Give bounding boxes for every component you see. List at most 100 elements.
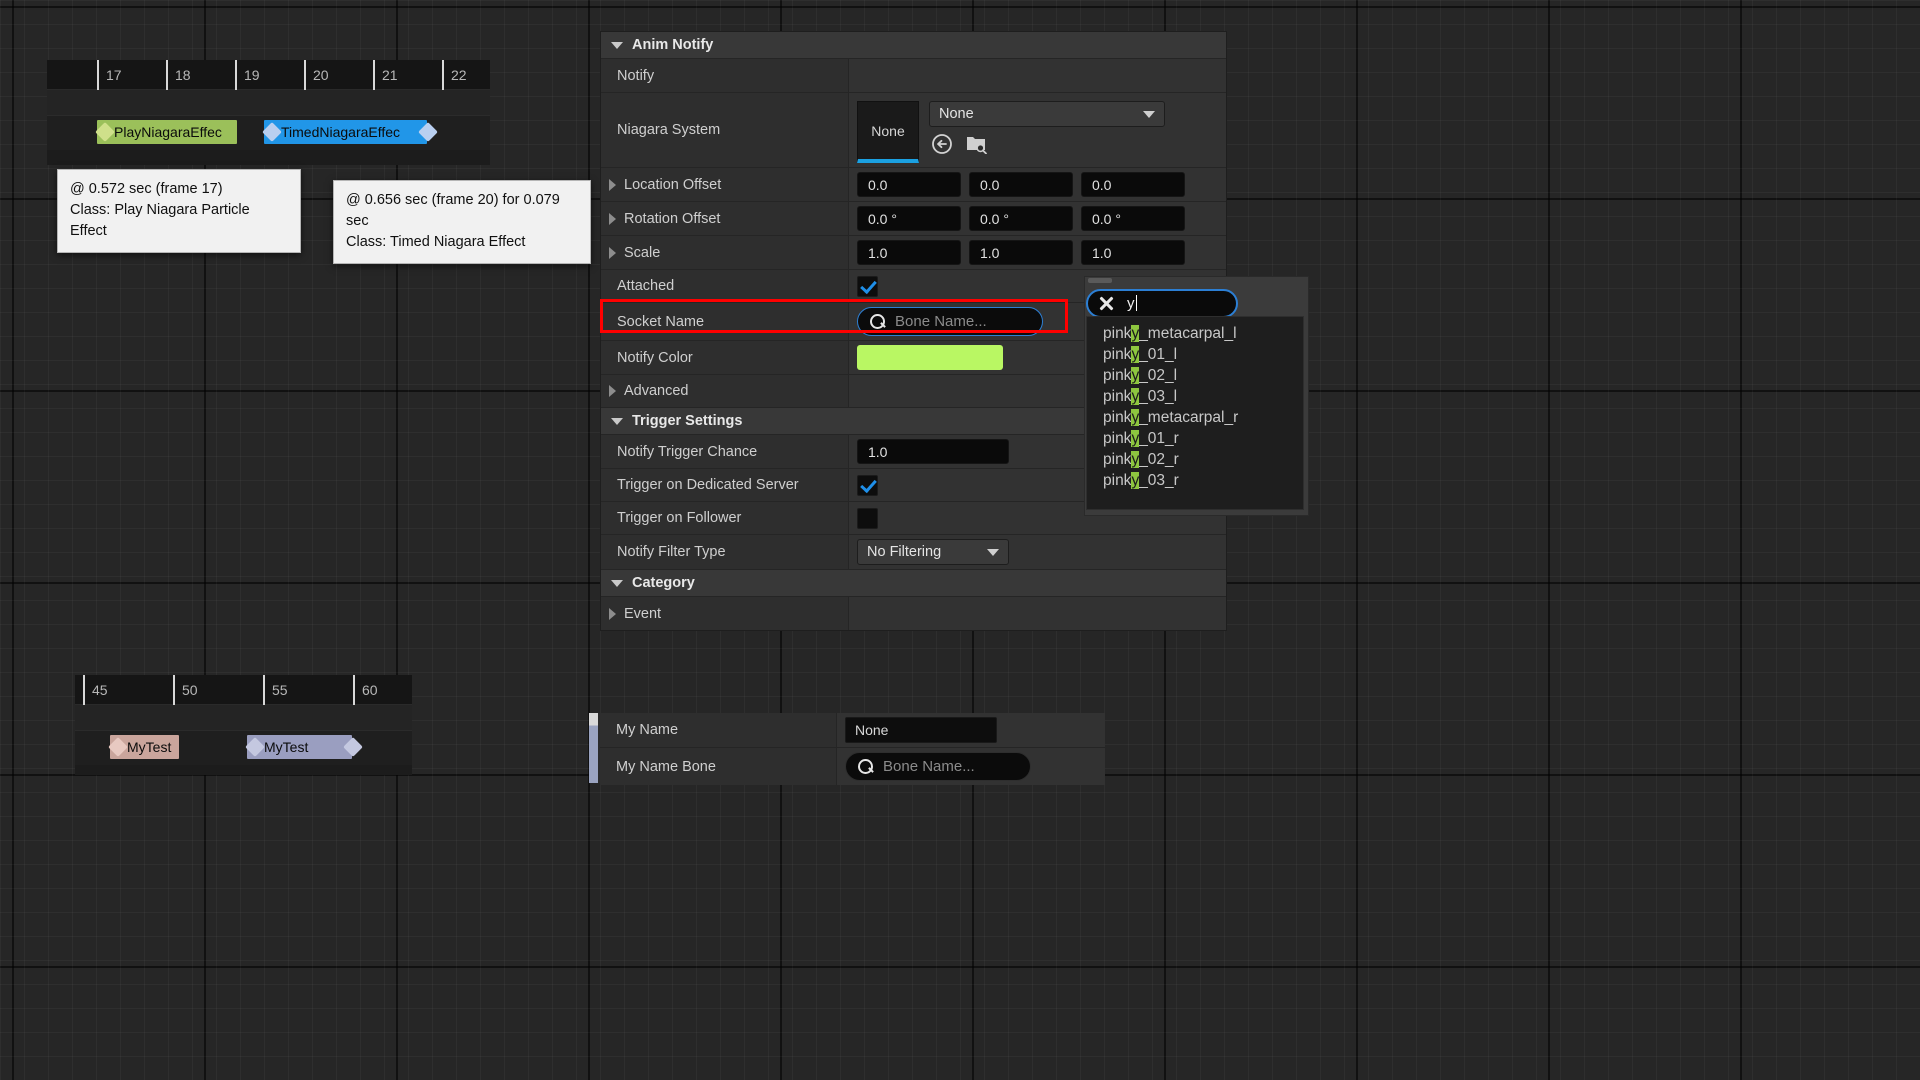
asset-picker-combo[interactable]: None [929, 101, 1165, 127]
vector-x-input[interactable]: 0.0 [857, 172, 961, 197]
autocomplete-item[interactable]: pinky_03_l [1087, 386, 1303, 407]
property-label-container[interactable]: Advanced [601, 375, 849, 407]
item-suffix: _metacarpal_r [1139, 409, 1239, 426]
property-value[interactable]: None [837, 713, 1105, 747]
property-row-location-offset[interactable]: Location Offset 0.0 0.0 0.0 [601, 168, 1226, 202]
timeline-ruler-bottom[interactable]: 45 50 55 60 [75, 675, 412, 705]
property-row-my-name[interactable]: My Name None [600, 713, 1105, 748]
chevron-down-icon[interactable] [987, 548, 999, 556]
property-label: Notify Trigger Chance [601, 435, 849, 468]
asset-thumbnail[interactable]: None [857, 101, 919, 163]
clear-search-icon[interactable] [1098, 295, 1115, 312]
chevron-down-icon[interactable] [611, 579, 623, 587]
property-value[interactable]: 0.0 0.0 0.0 [849, 168, 1226, 201]
autocomplete-item[interactable]: pinky_03_r [1087, 470, 1303, 491]
bone-name-search-input[interactable]: y [1086, 289, 1238, 318]
autocomplete-item[interactable]: pinky_metacarpal_l [1087, 323, 1303, 344]
property-value[interactable] [849, 597, 1226, 630]
notify-label: PlayNiagaraEffec [114, 124, 222, 140]
item-prefix: pink [1103, 451, 1132, 468]
category-header-category[interactable]: Category [601, 570, 1226, 597]
chevron-right-icon[interactable] [609, 246, 616, 259]
property-value[interactable]: 0.0 ° 0.0 ° 0.0 ° [849, 202, 1226, 235]
notify-trigger-chance-input[interactable]: 1.0 [857, 439, 1009, 464]
anim-notify-timeline-bottom[interactable]: 45 50 55 60 MyTest MyTest [75, 675, 412, 775]
attached-checkbox[interactable] [857, 275, 878, 297]
property-value[interactable]: 1.0 1.0 1.0 [849, 236, 1226, 269]
autocomplete-item[interactable]: pinky_01_l [1087, 344, 1303, 365]
notify-color-swatch[interactable] [857, 345, 1003, 370]
timeline-notify-lane-top[interactable]: PlayNiagaraEffec TimedNiagaraEffec [47, 116, 490, 150]
notify-diamond-icon[interactable] [262, 122, 282, 142]
notify-marker[interactable]: MyTest [245, 735, 363, 759]
property-row-notify-filter-type[interactable]: Notify Filter Type No Filtering [601, 535, 1226, 570]
timeline-lane-empty-bottom[interactable] [75, 705, 412, 731]
rotator-yaw-input[interactable]: 0.0 ° [1081, 206, 1185, 231]
trigger-on-follower-checkbox[interactable] [857, 507, 878, 529]
chevron-down-icon[interactable] [1143, 110, 1155, 118]
notify-diamond-icon[interactable] [245, 737, 265, 757]
item-suffix: _03_r [1139, 472, 1179, 489]
use-selected-asset-icon[interactable] [931, 133, 953, 155]
property-row-notify[interactable]: Notify [601, 59, 1226, 93]
scale-z-input[interactable]: 1.0 [1081, 240, 1185, 265]
chevron-right-icon[interactable] [609, 178, 616, 191]
property-row-rotation-offset[interactable]: Rotation Offset 0.0 ° 0.0 ° 0.0 ° [601, 202, 1226, 236]
notify-end-diamond-icon[interactable] [418, 122, 438, 142]
notify-tooltip: @ 0.656 sec (frame 20) for 0.079 sec Clas… [333, 180, 591, 264]
anim-notify-timeline-top[interactable]: 17 18 19 20 21 22 PlayNiagaraEffec TimedNiagar… [47, 60, 490, 165]
property-row-event[interactable]: Event [601, 597, 1226, 630]
chevron-down-icon[interactable] [611, 41, 623, 49]
tooltip-time: @ 0.572 sec (frame 17) [70, 181, 223, 197]
category-header-anim-notify[interactable]: Anim Notify [601, 32, 1226, 59]
timeline-notify-lane-bottom[interactable]: MyTest MyTest [75, 731, 412, 765]
timeline-lane-empty-top[interactable] [47, 90, 490, 116]
notify-label: TimedNiagaraEffec [281, 124, 401, 140]
notify-diamond-icon[interactable] [95, 122, 115, 142]
socket-name-input[interactable]: Bone Name... [857, 307, 1043, 336]
my-name-bone-input[interactable]: Bone Name... [845, 752, 1031, 781]
property-row-scale[interactable]: Scale 1.0 1.0 1.0 [601, 236, 1226, 270]
autocomplete-suggestion-list[interactable]: pinky_metacarpal_l pinky_01_l pinky_02_l pi… [1086, 316, 1304, 510]
notify-marker[interactable]: MyTest [108, 735, 179, 759]
my-name-input[interactable]: None [845, 717, 997, 743]
autocomplete-item[interactable]: pinky_metacarpal_r [1087, 407, 1303, 428]
chevron-right-icon[interactable] [609, 607, 616, 620]
property-value[interactable]: Bone Name... [837, 748, 1105, 785]
rotator-pitch-input[interactable]: 0.0 ° [969, 206, 1073, 231]
timeline-ruler-top[interactable]: 17 18 19 20 21 22 [47, 60, 490, 90]
property-row-niagara-system[interactable]: Niagara System None None [601, 93, 1226, 168]
chevron-right-icon[interactable] [609, 385, 616, 397]
vector-z-input[interactable]: 0.0 [1081, 172, 1185, 197]
property-label-container[interactable]: Location Offset [601, 168, 849, 201]
property-value[interactable]: No Filtering [849, 535, 1226, 569]
scale-x-input[interactable]: 1.0 [857, 240, 961, 265]
property-row-my-name-bone[interactable]: My Name Bone Bone Name... [600, 748, 1105, 785]
property-value[interactable]: None None [849, 93, 1226, 167]
notify-marker[interactable]: TimedNiagaraEffec [262, 120, 438, 144]
chevron-right-icon[interactable] [609, 212, 616, 225]
autocomplete-item[interactable]: pinky_02_l [1087, 365, 1303, 386]
item-match-highlight: y [1131, 388, 1140, 405]
trigger-on-dedicated-server-checkbox[interactable] [857, 474, 878, 496]
property-label: Socket Name [601, 303, 849, 340]
notify-diamond-icon[interactable] [108, 737, 128, 757]
property-label-container[interactable]: Event [601, 597, 849, 630]
property-label-container[interactable]: Scale [601, 236, 849, 269]
notify-filter-type-combo[interactable]: No Filtering [857, 539, 1009, 565]
browse-to-asset-icon[interactable] [966, 134, 988, 154]
property-row-socket-name[interactable]: Socket Name Bone Name... [601, 303, 1226, 341]
notify-marker[interactable]: PlayNiagaraEffec [95, 120, 237, 144]
drag-grip-icon[interactable] [1088, 278, 1112, 283]
bottom-details-panel[interactable]: My Name None My Name Bone Bone Name... [589, 713, 1105, 785]
rotator-roll-input[interactable]: 0.0 ° [857, 206, 961, 231]
property-label-container[interactable]: Rotation Offset [601, 202, 849, 235]
notify-end-diamond-icon[interactable] [343, 737, 363, 757]
autocomplete-item[interactable]: pinky_02_r [1087, 449, 1303, 470]
autocomplete-item[interactable]: pinky_01_r [1087, 428, 1303, 449]
vector-y-input[interactable]: 0.0 [969, 172, 1073, 197]
scale-y-input[interactable]: 1.0 [969, 240, 1073, 265]
property-value[interactable] [849, 59, 1226, 92]
chevron-down-icon[interactable] [611, 417, 623, 425]
property-row-attached[interactable]: Attached [601, 270, 1226, 303]
